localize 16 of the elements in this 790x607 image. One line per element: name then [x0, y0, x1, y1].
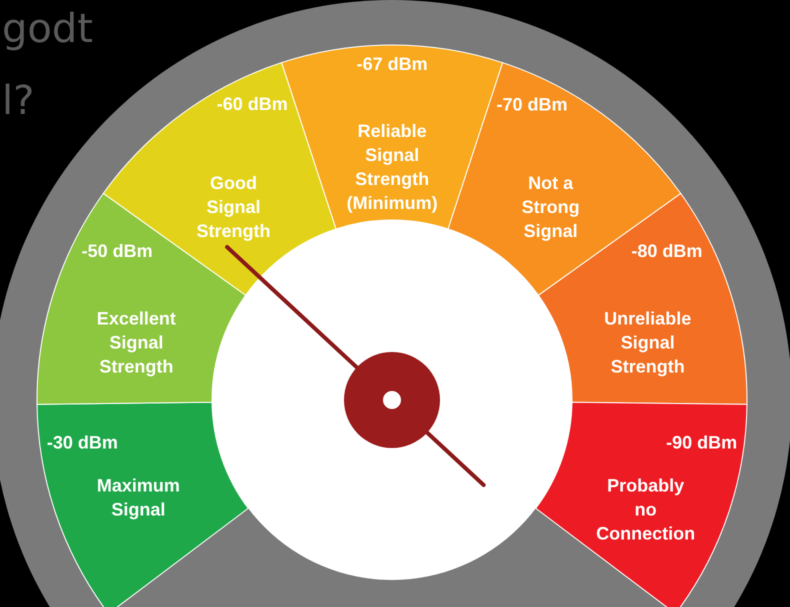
text: -70 dBm: [496, 94, 568, 114]
text: -90 dBm: [666, 432, 738, 452]
text: -60 dBm: [216, 94, 288, 114]
slice-label: Maximum Signal: [96, 476, 180, 520]
slice-label: Reliable Signal Strength (Minimum): [346, 121, 438, 213]
slice-label: Probably no Connection: [596, 476, 696, 544]
slice-label: Good Signal Strength: [196, 172, 270, 241]
text: -80 dBm: [631, 240, 702, 261]
slice-label: Excellent Signal Strength: [96, 308, 176, 377]
text: -30 dBm: [46, 432, 118, 452]
slice-label: Not a Strong Signal: [522, 173, 580, 241]
text: l?: [2, 78, 34, 124]
text: -67 dBm: [356, 54, 428, 74]
text: godt: [2, 6, 93, 52]
slice-label: Unreliable Signal Strength: [604, 308, 692, 377]
text: -50 dBm: [82, 240, 153, 261]
